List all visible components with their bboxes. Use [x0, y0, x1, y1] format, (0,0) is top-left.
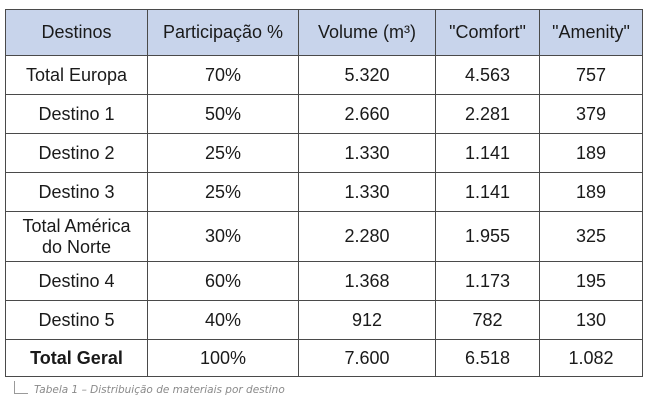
- table-cell: 195: [539, 261, 643, 301]
- table-cell: Destino 3: [5, 172, 148, 212]
- table-cell: 189: [539, 133, 643, 173]
- table-cell: Total América do Norte: [5, 211, 148, 262]
- table-cell: 60%: [147, 261, 299, 301]
- table-cell: 325: [539, 211, 643, 262]
- table-header-row: Destinos Participação % Volume (m³) "Com…: [5, 9, 643, 56]
- table-cell: 2.281: [435, 94, 540, 134]
- table-row-total-geral: Total Geral 100% 7.600 6.518 1.082: [5, 339, 643, 377]
- table-cell: 25%: [147, 133, 299, 173]
- header-amenity: "Amenity": [539, 9, 643, 56]
- table-cell: 1.082: [539, 339, 643, 377]
- table-cell: 379: [539, 94, 643, 134]
- table-cell: 130: [539, 300, 643, 340]
- table-cell: Destino 2: [5, 133, 148, 173]
- header-destinos: Destinos: [5, 9, 148, 56]
- table-cell: 2.280: [298, 211, 436, 262]
- table-cell: Total Europa: [5, 55, 148, 95]
- table-cell: 4.563: [435, 55, 540, 95]
- table-row-destino-3: Destino 3 25% 1.330 1.141 189: [5, 172, 643, 212]
- table-cell: 1.330: [298, 133, 436, 173]
- table-row-destino-1: Destino 1 50% 2.660 2.281 379: [5, 94, 643, 134]
- header-volume: Volume (m³): [298, 9, 436, 56]
- table-cell: 1.368: [298, 261, 436, 301]
- caption-bracket-icon: [14, 381, 28, 394]
- table-cell: Destino 4: [5, 261, 148, 301]
- table-cell: 1.330: [298, 172, 436, 212]
- table-row-destino-5: Destino 5 40% 912 782 130: [5, 300, 643, 340]
- table-cell: Destino 5: [5, 300, 148, 340]
- table-cell: 189: [539, 172, 643, 212]
- table-row-total-america-do-norte: Total América do Norte 30% 2.280 1.955 3…: [5, 211, 643, 262]
- table-cell: Total Geral: [5, 339, 148, 377]
- table-cell: 7.600: [298, 339, 436, 377]
- caption-text: Tabela 1 – Distribuição de materiais por…: [34, 384, 285, 396]
- table-cell: 1.173: [435, 261, 540, 301]
- table-caption: Tabela 1 – Distribuição de materiais por…: [14, 374, 285, 396]
- table-cell: 6.518: [435, 339, 540, 377]
- table-cell: 1.141: [435, 172, 540, 212]
- table-cell: 40%: [147, 300, 299, 340]
- header-participacao: Participação %: [147, 9, 299, 56]
- table-cell: 50%: [147, 94, 299, 134]
- table-cell: 912: [298, 300, 436, 340]
- table-row-destino-2: Destino 2 25% 1.330 1.141 189: [5, 133, 643, 173]
- table-cell: 100%: [147, 339, 299, 377]
- table-cell: 1.955: [435, 211, 540, 262]
- table-cell: 1.141: [435, 133, 540, 173]
- table-cell: 782: [435, 300, 540, 340]
- table-cell: 70%: [147, 55, 299, 95]
- table-cell: 2.660: [298, 94, 436, 134]
- table-row-destino-4: Destino 4 60% 1.368 1.173 195: [5, 261, 643, 301]
- table-cell: 30%: [147, 211, 299, 262]
- header-comfort: "Comfort": [435, 9, 540, 56]
- distribution-table: Destinos Participação % Volume (m³) "Com…: [5, 9, 643, 377]
- table-cell: 25%: [147, 172, 299, 212]
- table-cell: Destino 1: [5, 94, 148, 134]
- table-cell: 5.320: [298, 55, 436, 95]
- table-cell: 757: [539, 55, 643, 95]
- table-row-total-europa: Total Europa 70% 5.320 4.563 757: [5, 55, 643, 95]
